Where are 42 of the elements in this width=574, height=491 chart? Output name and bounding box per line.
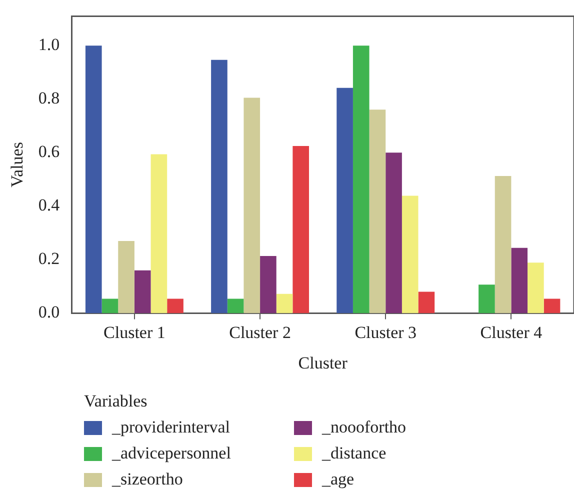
bar	[292, 146, 310, 314]
x-tick-label: Cluster 4	[480, 322, 543, 342]
legend-label: _nooofortho	[321, 417, 406, 436]
bar	[511, 248, 528, 314]
bar	[260, 256, 276, 314]
bar	[244, 98, 260, 314]
bar	[134, 270, 151, 314]
legend-label: _distance	[321, 443, 386, 462]
y-tick-label: 0.2	[38, 249, 60, 268]
legend-label: _age	[321, 469, 354, 488]
y-axis-title: Values	[8, 142, 27, 188]
x-tick-label: Cluster 2	[229, 322, 291, 342]
legend-label: _advicepersonnel	[111, 443, 232, 462]
bar	[227, 298, 244, 314]
legend-label: _sizeortho	[111, 469, 183, 488]
legend-label: _providerinterval	[111, 417, 230, 436]
bar	[118, 240, 134, 314]
bar	[402, 196, 418, 314]
x-tick-label: Cluster 3	[354, 322, 417, 342]
bar	[276, 294, 293, 314]
y-tick-label: 0.4	[38, 196, 60, 215]
y-tick-label: 0.6	[38, 142, 60, 162]
y-tick-label: 1.0	[38, 35, 60, 54]
x-tick-label: Cluster 1	[104, 322, 166, 342]
bar	[102, 298, 118, 314]
x-axis-title: Cluster	[298, 353, 348, 372]
bar	[386, 152, 402, 314]
bar	[85, 46, 102, 314]
bar	[369, 110, 386, 314]
bar	[494, 176, 512, 314]
legend-title: Variables	[84, 391, 148, 410]
bar	[336, 88, 353, 314]
bar	[167, 298, 184, 314]
bar	[544, 298, 560, 314]
bar	[478, 284, 495, 314]
y-tick-label: 0.8	[38, 88, 60, 108]
bar	[211, 60, 228, 314]
bar	[150, 154, 168, 314]
bar	[528, 262, 544, 314]
bar	[418, 292, 435, 314]
y-tick-label: 0.0	[38, 302, 60, 322]
bar	[352, 46, 370, 314]
